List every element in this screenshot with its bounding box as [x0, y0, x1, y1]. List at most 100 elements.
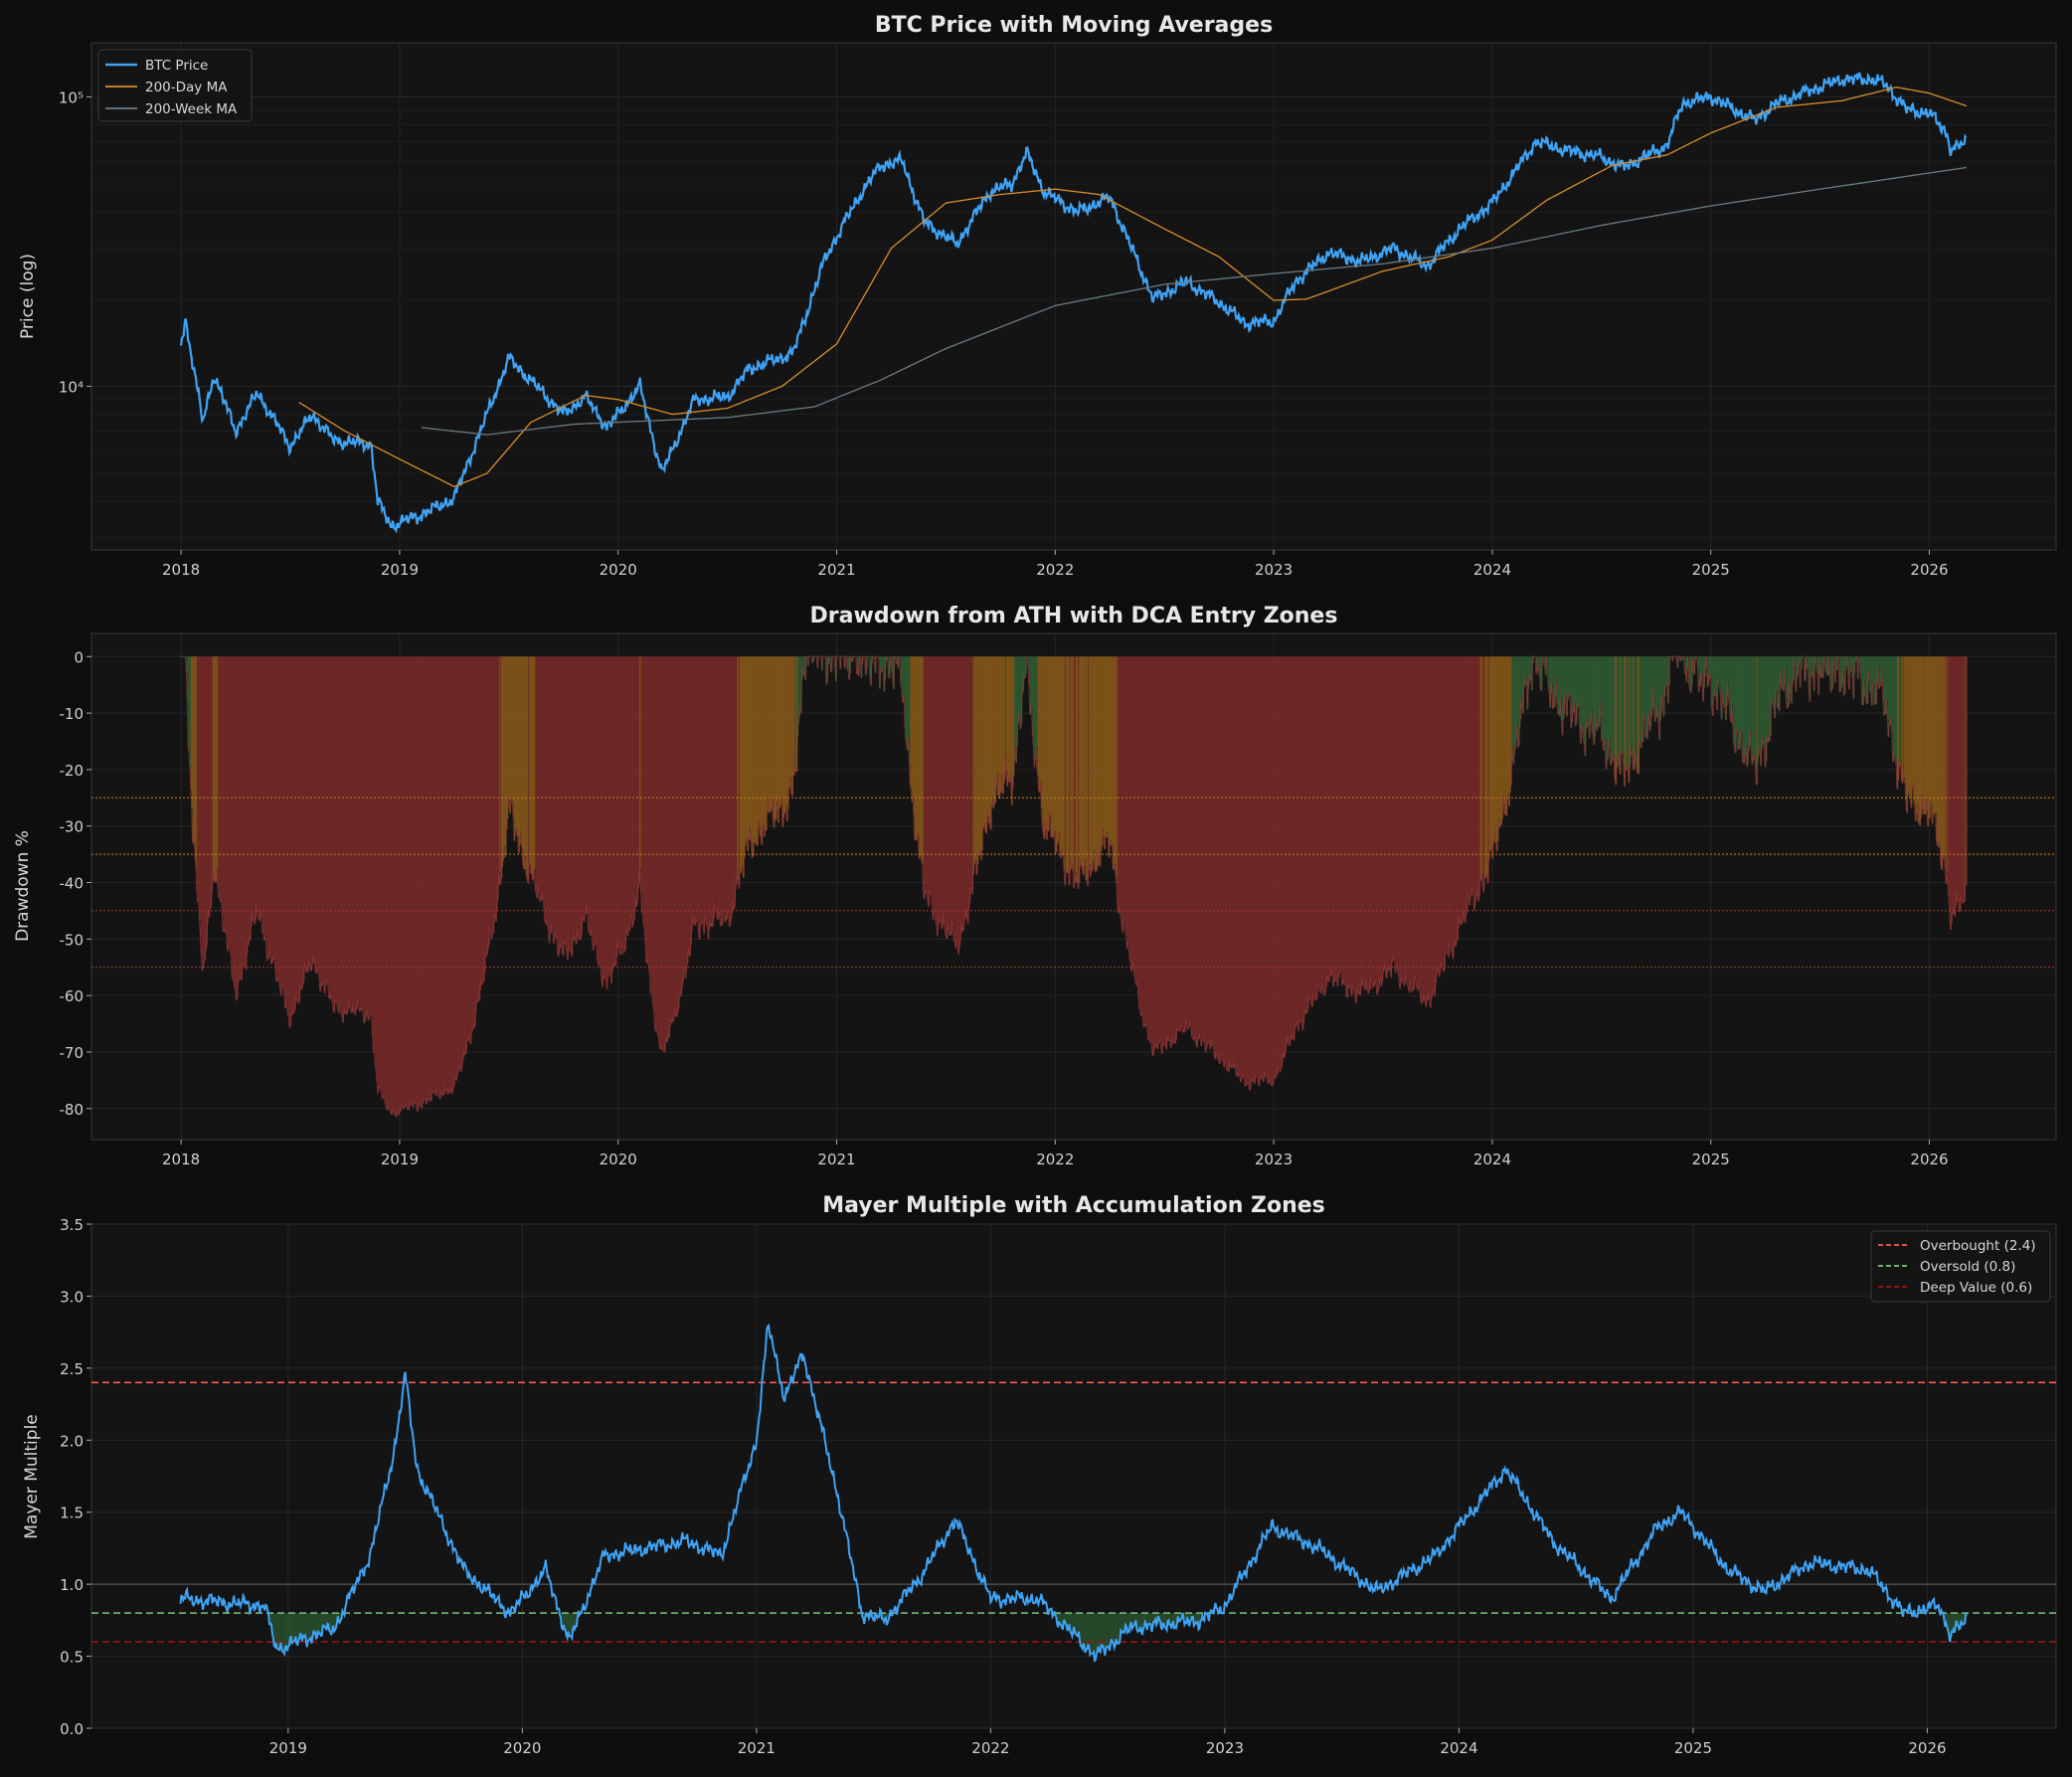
drawdown-bar	[1619, 656, 1621, 765]
y-tick-label: 2.5	[60, 1360, 84, 1378]
drawdown-bar	[392, 656, 395, 1109]
drawdown-bar	[1226, 656, 1228, 1070]
accumulation-zone-fill	[1105, 1613, 1107, 1656]
drawdown-bar	[714, 656, 716, 901]
drawdown-bar	[1119, 656, 1121, 904]
drawdown-bar	[1040, 656, 1042, 783]
drawdown-bar	[468, 656, 470, 1038]
drawdown-bar	[399, 656, 401, 1115]
drawdown-bar	[970, 656, 972, 890]
drawdown-bar	[567, 656, 570, 961]
drawdown-bar	[1460, 656, 1462, 924]
drawdown-bar	[1720, 656, 1722, 696]
drawdown-bar	[1077, 656, 1079, 883]
drawdown-bar	[1006, 656, 1008, 771]
drawdown-bar	[1708, 656, 1710, 685]
drawdown-bar	[1754, 656, 1756, 757]
x-tick-label: 2023	[1255, 1151, 1293, 1168]
drawdown-bar	[677, 656, 679, 1013]
accumulation-zone-fill	[565, 1613, 568, 1631]
drawdown-bar	[1255, 656, 1257, 1076]
drawdown-bar	[378, 656, 381, 1088]
y-tick-label: 1.0	[60, 1576, 84, 1594]
accumulation-zone-fill	[570, 1613, 572, 1637]
drawdown-bar	[702, 656, 704, 923]
drawdown-bar	[1292, 656, 1294, 1034]
drawdown-bar	[1940, 656, 1943, 865]
drawdown-bar	[230, 656, 232, 951]
drawdown-bar	[570, 656, 572, 953]
accumulation-zone-fill	[1155, 1613, 1157, 1620]
drawdown-bar	[510, 656, 512, 798]
drawdown-bar	[1765, 656, 1767, 768]
drawdown-bar	[475, 656, 477, 1011]
drawdown-bar	[1755, 656, 1757, 769]
drawdown-bar	[573, 656, 576, 933]
drawdown-bar	[767, 656, 769, 812]
drawdown-bar	[1086, 656, 1089, 881]
drawdown-bar	[1044, 656, 1047, 822]
drawdown-bar	[1156, 656, 1158, 1047]
drawdown-bar	[213, 656, 215, 882]
drawdown-bar	[1645, 656, 1647, 736]
drawdown-bar	[533, 656, 535, 869]
drawdown-bar	[1947, 656, 1949, 873]
drawdown-bar	[1277, 656, 1279, 1075]
drawdown-bar	[1024, 656, 1026, 678]
drawdown-bar	[1039, 656, 1041, 794]
drawdown-bar	[789, 656, 791, 787]
drawdown-bar	[1087, 656, 1090, 887]
drawdown-bar	[1568, 656, 1570, 697]
drawdown-bar	[1350, 656, 1352, 991]
drawdown-bar	[1101, 656, 1104, 846]
accumulation-zone-fill	[1151, 1613, 1153, 1632]
drawdown-bar	[891, 656, 894, 673]
drawdown-bar	[1513, 656, 1516, 755]
drawdown-bar	[1570, 656, 1572, 697]
drawdown-bar	[1813, 656, 1814, 679]
drawdown-bar	[1361, 656, 1364, 977]
drawdown-bar	[1309, 656, 1311, 999]
drawdown-bar	[1575, 656, 1577, 726]
drawdown-bar	[710, 656, 712, 920]
drawdown-bar	[1771, 656, 1773, 700]
drawdown-bar	[1894, 656, 1896, 758]
accumulation-zone-fill	[884, 1613, 887, 1620]
drawdown-bar	[1349, 656, 1351, 986]
drawdown-bar	[477, 656, 479, 1002]
accumulation-zone-fill	[1087, 1613, 1089, 1650]
drawdown-bar	[411, 656, 413, 1101]
accumulation-zone-fill	[278, 1613, 280, 1651]
drawdown-bar	[973, 656, 975, 864]
accumulation-zone-fill	[561, 1613, 564, 1628]
drawdown-bar	[950, 656, 952, 933]
drawdown-bar	[1961, 656, 1963, 894]
drawdown-bar	[1141, 656, 1143, 1011]
drawdown-bar	[1901, 656, 1903, 781]
x-tick-label: 2024	[1473, 1151, 1511, 1168]
drawdown-bar	[779, 656, 781, 807]
accumulation-zone-fill	[1153, 1613, 1155, 1622]
drawdown-bar	[691, 656, 693, 931]
drawdown-bar	[1925, 656, 1928, 799]
drawdown-bar	[1476, 656, 1479, 889]
drawdown-bar	[1565, 656, 1568, 696]
drawdown-bar	[549, 656, 551, 944]
drawdown-bar	[1884, 656, 1886, 712]
drawdown-bar	[1638, 656, 1640, 775]
drawdown-bar	[959, 656, 961, 943]
drawdown-bar	[1739, 656, 1742, 749]
accumulation-zone-fill	[1946, 1613, 1948, 1624]
drawdown-bar	[1447, 656, 1449, 953]
drawdown-bar	[1172, 656, 1174, 1038]
y-tick-label: -20	[60, 762, 85, 780]
legend-overbought: Overbought (2.4)	[1920, 1238, 2036, 1254]
drawdown-bar	[1723, 656, 1726, 708]
drawdown-bar	[634, 656, 636, 911]
drawdown-bar	[203, 656, 206, 963]
drawdown-bar	[1046, 656, 1048, 840]
drawdown-bar	[1693, 656, 1695, 671]
drawdown-bar	[624, 656, 627, 951]
drawdown-bar	[1730, 656, 1733, 723]
accumulation-zone-fill	[1068, 1613, 1070, 1627]
